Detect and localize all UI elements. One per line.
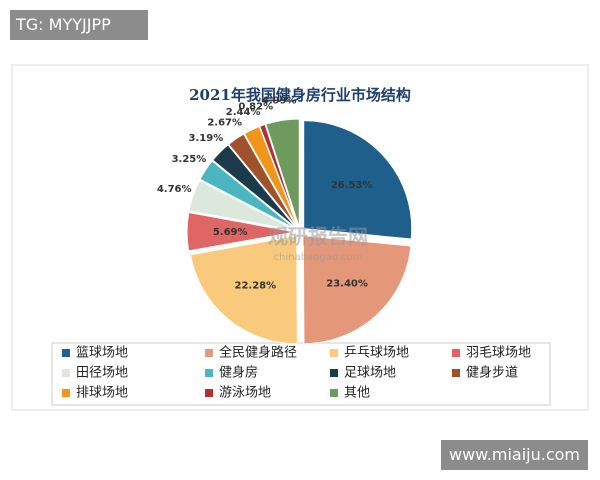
legend-swatch (205, 389, 213, 397)
legend-label: 足球场地 (344, 366, 396, 381)
legend-swatch (205, 369, 213, 377)
value-label: 0.82% (238, 102, 273, 113)
legend-label: 其他 (344, 386, 370, 401)
pie-slice (302, 235, 412, 345)
value-label: 4.76% (157, 184, 192, 195)
legend-swatch (62, 349, 70, 357)
legend-label: 全民健身路径 (219, 345, 297, 361)
legend-swatch (452, 369, 460, 377)
pie-slice (243, 125, 299, 228)
value-label: 3.19% (189, 133, 224, 144)
legend-swatch (330, 389, 338, 397)
value-label: 2.44% (226, 107, 261, 118)
watermark-site: www.miaiju.com (441, 440, 588, 470)
value-label: 2.67% (207, 117, 242, 128)
legend-frame (51, 342, 551, 406)
legend-label: 健身步道 (466, 365, 518, 381)
legend-label: 田径场地 (76, 366, 128, 381)
legend-swatch (62, 389, 70, 397)
legend-swatch (330, 349, 338, 357)
value-label: 23.40% (326, 279, 368, 290)
pie-slice (188, 179, 296, 231)
legend-swatch (452, 349, 460, 357)
pie-slice (212, 144, 297, 229)
chart-title: 2021年我国健身房行业市场结构 (189, 86, 411, 104)
pie-slice (189, 235, 298, 345)
legend-swatch (330, 369, 338, 377)
legend-label: 游泳场地 (219, 386, 271, 401)
value-label: 22.28% (234, 281, 276, 292)
pie-slice (303, 120, 413, 240)
pie-slice (259, 123, 299, 228)
value-label: 26.53% (331, 180, 373, 191)
legend-label: 羽毛球场地 (466, 346, 531, 361)
legend-swatch (205, 349, 213, 357)
value-label: 5.69% (213, 227, 248, 238)
legend-label: 篮球场地 (76, 346, 128, 361)
watermark-tag: TG: MYYJJPP (10, 10, 148, 40)
pie-slice (265, 118, 300, 228)
legend-label: 乒乓球场地 (344, 346, 409, 361)
pie-slice (186, 211, 296, 252)
legend-label: 健身房 (219, 365, 258, 381)
pie-slice (199, 160, 297, 230)
watermark-url: chinabaogao.com (274, 252, 363, 263)
watermark-logo: 观研报告网 (268, 225, 368, 249)
legend-label: 排球场地 (76, 386, 128, 401)
value-label: 3.25% (172, 154, 207, 165)
legend-swatch (62, 369, 70, 377)
value-label: 4.99% (262, 96, 297, 107)
pie-slice (228, 133, 298, 229)
